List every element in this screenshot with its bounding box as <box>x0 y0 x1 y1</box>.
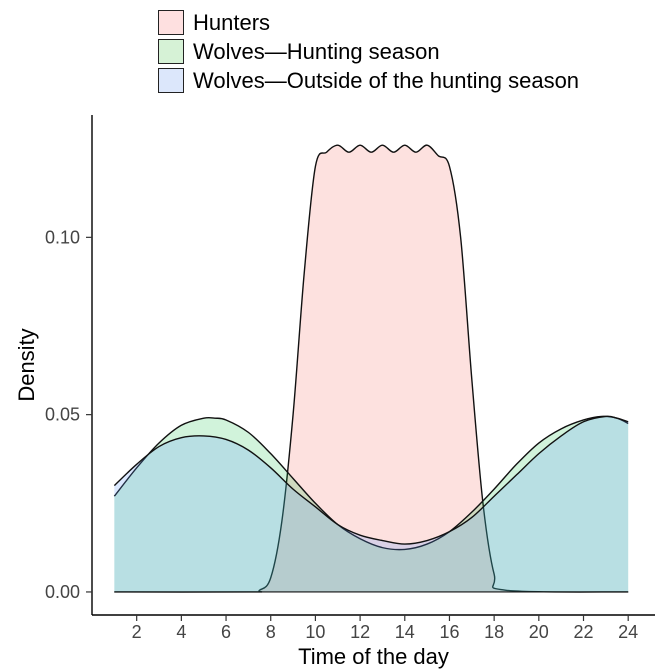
x-tick-label: 16 <box>439 622 459 642</box>
density-line-1 <box>113 415 629 551</box>
legend-label-hunters: Hunters <box>193 9 271 35</box>
x-tick-label: 20 <box>529 622 549 642</box>
density-area-0 <box>114 145 629 593</box>
y-tick-label: 0.10 <box>45 227 80 247</box>
x-tick-label: 12 <box>350 622 370 642</box>
legend: Hunters Wolves—Hunting season Wolves—Out… <box>158 8 579 95</box>
legend-label-wolves-outside: Wolves—Outside of the hunting season <box>193 67 580 93</box>
x-tick-label: 14 <box>395 622 415 642</box>
x-tick-label: 2 <box>132 622 142 642</box>
legend-swatch-hunters <box>158 10 184 35</box>
x-axis-title: Time of the day <box>298 644 449 669</box>
x-tick-label: 10 <box>305 622 325 642</box>
axes: 2 4 6 8 10 12 14 16 18 20 22 24 0.000.050.10 <box>45 115 655 642</box>
density-line-2 <box>113 415 629 545</box>
x-ticks: 2 4 6 8 10 12 14 16 18 20 22 24 <box>132 615 638 642</box>
density-area-2 <box>114 416 629 592</box>
legend-swatch-wolves-outside <box>158 68 184 93</box>
y-axis-title: Density <box>14 328 39 401</box>
x-tick-label: 6 <box>221 622 231 642</box>
x-tick-label: 8 <box>266 622 276 642</box>
x-tick-label: 4 <box>176 622 186 642</box>
y-tick-label: 0.00 <box>45 582 80 602</box>
legend-item-wolves-hunting[interactable]: Wolves—Hunting season <box>158 37 579 66</box>
legend-item-hunters[interactable]: Hunters <box>158 8 579 37</box>
legend-item-wolves-outside[interactable]: Wolves—Outside of the hunting season <box>158 66 579 95</box>
density-area-1 <box>114 416 629 592</box>
density-line-0 <box>114 144 629 593</box>
x-tick-label: 24 <box>618 622 638 642</box>
density-areas <box>113 144 629 593</box>
y-ticks: 0.00 0.05 0.10 <box>45 227 92 602</box>
x-tick-label: 22 <box>573 622 593 642</box>
y-tick-label: 0.05 <box>45 405 80 425</box>
legend-swatch-wolves-hunting <box>158 39 184 64</box>
x-tick-label: 18 <box>484 622 504 642</box>
legend-label-wolves-hunting: Wolves—Hunting season <box>193 38 440 64</box>
